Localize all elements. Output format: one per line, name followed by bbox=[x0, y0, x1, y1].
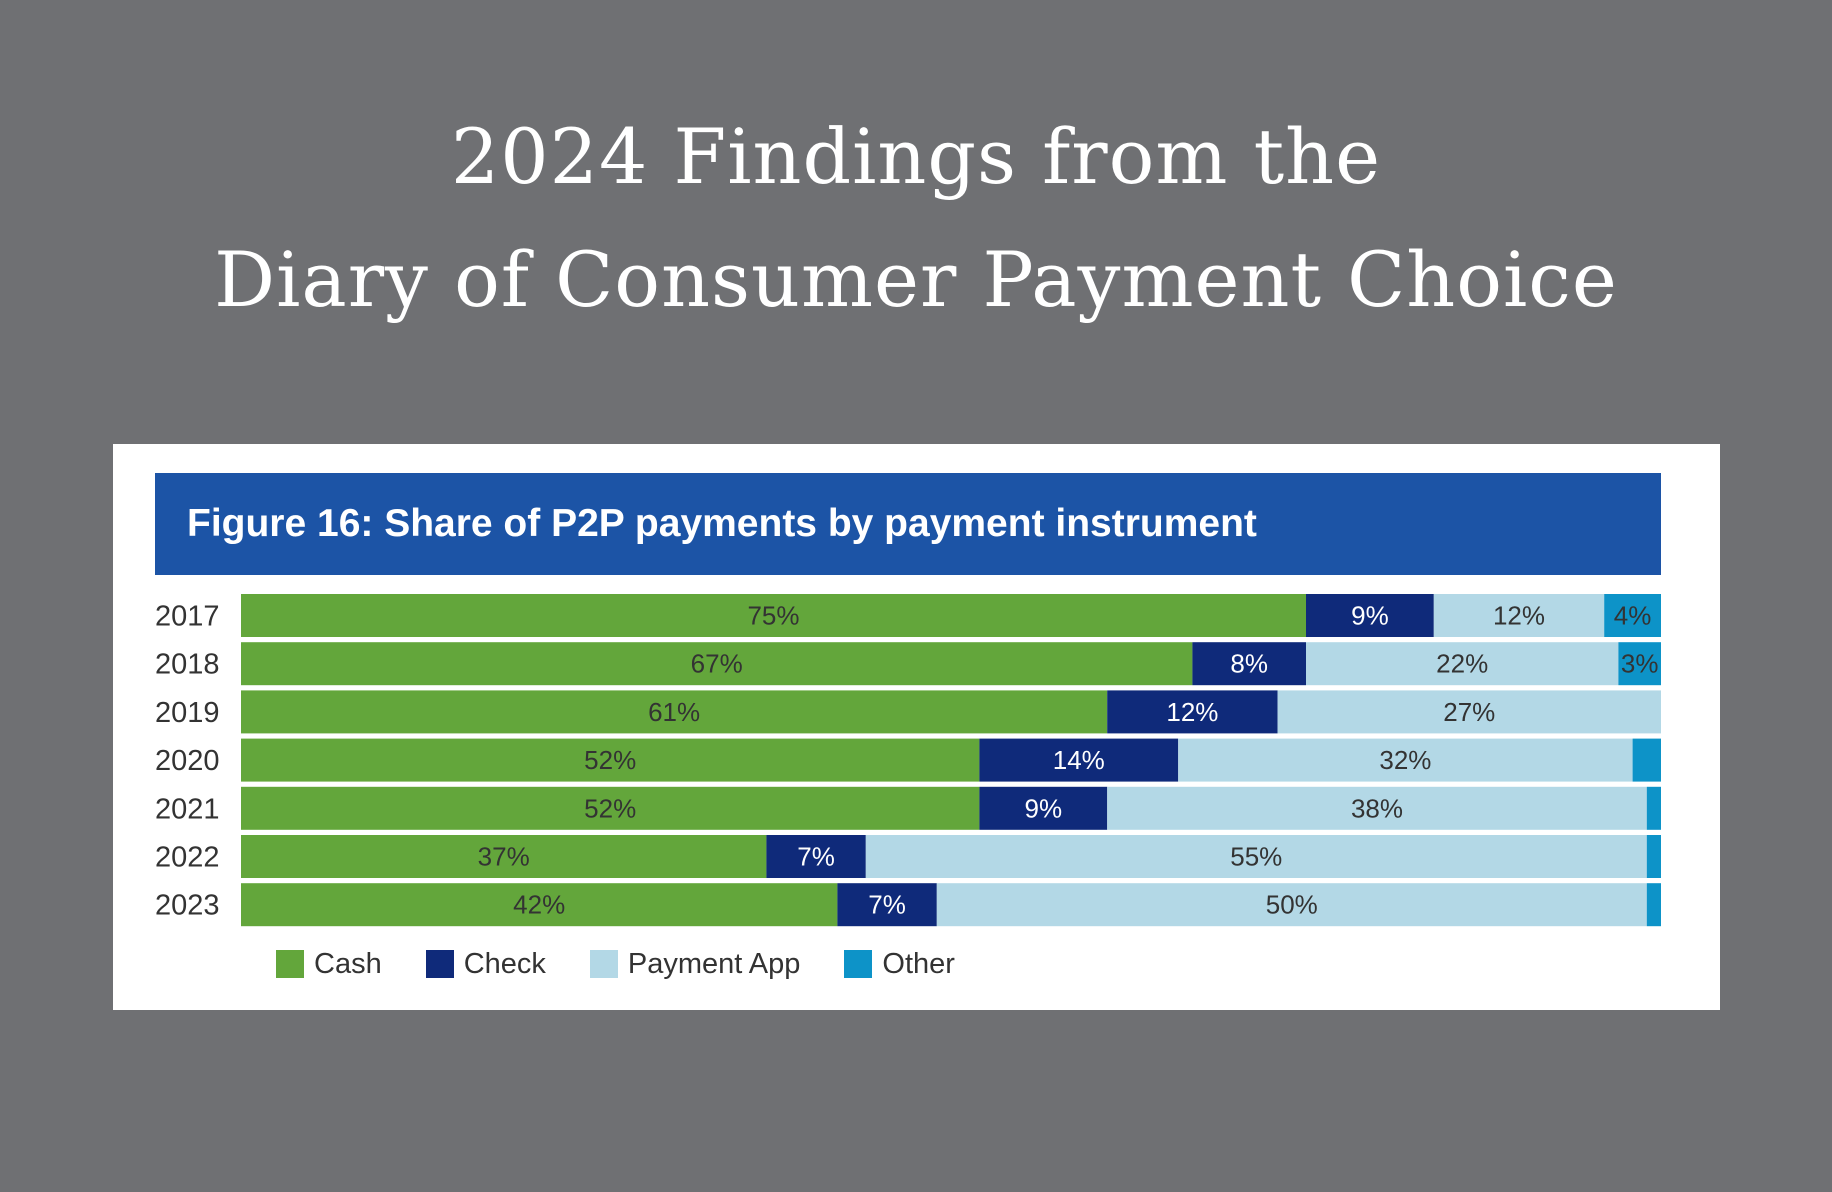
year-tick-label: 2018 bbox=[155, 649, 220, 681]
legend-label: Check bbox=[463, 947, 546, 980]
data-label: 9% bbox=[1351, 601, 1389, 631]
bar-segment-payment-app bbox=[1107, 786, 1647, 830]
figure-card: Figure 16: Share of P2P payments by paym… bbox=[113, 444, 1720, 1010]
bar-segment-other bbox=[1646, 786, 1661, 830]
data-label: 7% bbox=[868, 890, 906, 920]
stacked-bar-chart: 2017 75% 9% 12% 4% 2018 67% 8% 22% 3% 2019 61% 12% 27… bbox=[155, 594, 1661, 927]
legend-item: Cash bbox=[276, 948, 382, 981]
data-label: 52% bbox=[584, 793, 636, 823]
data-label: 12% bbox=[1493, 601, 1545, 631]
legend-label: Cash bbox=[314, 947, 382, 980]
legend-item: Other bbox=[844, 948, 955, 981]
page-headline: 2024 Findings from the Diary of Consumer… bbox=[0, 95, 1832, 341]
year-tick-label: 2022 bbox=[155, 842, 220, 874]
data-label: 32% bbox=[1379, 745, 1431, 775]
year-tick-label: 2023 bbox=[155, 890, 220, 922]
data-label: 52% bbox=[584, 745, 636, 775]
bar-segment-cash bbox=[241, 786, 980, 830]
legend-item: Check bbox=[425, 947, 546, 981]
bar-segment-check bbox=[837, 883, 937, 927]
chart-legend: Cash Check Payment App Other bbox=[276, 944, 999, 984]
legend-label: Payment App bbox=[627, 947, 801, 980]
bar-segment-check bbox=[1306, 594, 1434, 637]
year-tick-label: 2017 bbox=[155, 601, 220, 633]
data-label: 75% bbox=[747, 601, 799, 631]
bar-segment-payment-app bbox=[865, 835, 1647, 878]
bar-segment-payment-app bbox=[1306, 642, 1619, 686]
data-label: 9% bbox=[1025, 793, 1063, 823]
bar-segment-payment-app bbox=[1433, 594, 1605, 637]
bar-segment-cash bbox=[241, 642, 1193, 686]
data-label: 3% bbox=[1621, 649, 1659, 679]
legend-swatch bbox=[276, 950, 304, 978]
year-tick-label: 2020 bbox=[155, 745, 220, 777]
bar-segment-payment-app bbox=[936, 883, 1647, 927]
data-label: 42% bbox=[513, 890, 565, 920]
bar-segment-other bbox=[1646, 883, 1661, 927]
data-label: 38% bbox=[1351, 793, 1403, 823]
bar-segment-check bbox=[979, 786, 1108, 830]
bar-segment-other bbox=[1604, 594, 1661, 637]
bar-segment-cash bbox=[241, 835, 767, 878]
bar-segment-cash bbox=[241, 594, 1306, 637]
data-label: 55% bbox=[1230, 842, 1282, 872]
year-tick-label: 2019 bbox=[155, 697, 220, 729]
bar-segment-check bbox=[766, 835, 866, 878]
legend-swatch bbox=[844, 950, 873, 978]
legend-item: Payment App bbox=[589, 947, 801, 981]
chart-title: Figure 16: Share of P2P payments by paym… bbox=[155, 473, 1661, 575]
data-label: 12% bbox=[1166, 697, 1218, 727]
data-label: 8% bbox=[1230, 649, 1268, 679]
bar-segment-payment-app bbox=[1277, 690, 1661, 734]
data-label: 50% bbox=[1266, 890, 1318, 920]
legend-swatch bbox=[425, 950, 454, 978]
bar-segment-other bbox=[1618, 642, 1661, 686]
bar-segment-other bbox=[1632, 738, 1661, 782]
headline-line-2: Diary of Consumer Payment Choice bbox=[214, 235, 1618, 324]
year-tick-label: 2021 bbox=[155, 793, 220, 825]
data-label: 27% bbox=[1443, 697, 1495, 727]
bar-segment-cash bbox=[241, 738, 980, 782]
bar-segment-other bbox=[1646, 835, 1661, 878]
bar-segment-check bbox=[1192, 642, 1306, 686]
bar-segment-cash bbox=[241, 690, 1108, 734]
headline-line-1: 2024 Findings from the bbox=[450, 112, 1382, 201]
bar-segment-cash bbox=[241, 883, 838, 927]
bar-segment-payment-app bbox=[1178, 738, 1633, 782]
data-label: 4% bbox=[1614, 601, 1652, 631]
data-label: 61% bbox=[648, 697, 700, 727]
data-label: 22% bbox=[1436, 649, 1488, 679]
data-label: 67% bbox=[691, 649, 743, 679]
data-label: 7% bbox=[797, 842, 835, 872]
data-label: 37% bbox=[478, 842, 530, 872]
bar-segment-check bbox=[1107, 690, 1278, 734]
data-label: 14% bbox=[1053, 745, 1105, 775]
legend-swatch bbox=[589, 950, 618, 978]
bar-segment-check bbox=[979, 738, 1179, 782]
legend-label: Other bbox=[882, 947, 955, 980]
